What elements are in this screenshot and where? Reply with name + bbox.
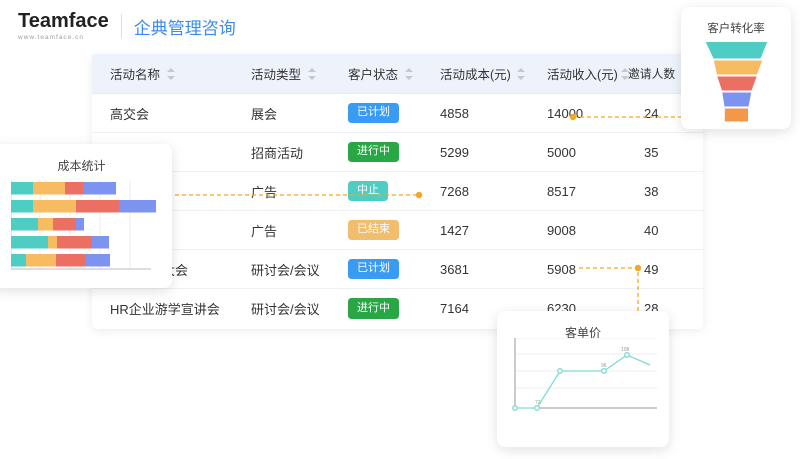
svg-text:108: 108	[621, 347, 630, 353]
svg-text:96: 96	[601, 363, 607, 369]
svg-text:72: 72	[535, 400, 541, 406]
